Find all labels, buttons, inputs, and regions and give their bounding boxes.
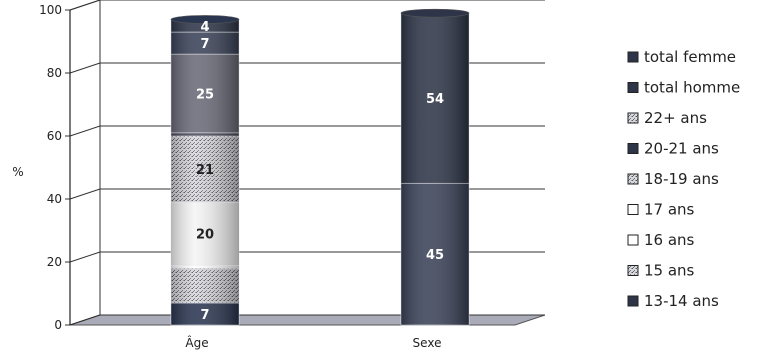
data-label: 4 [200, 20, 209, 35]
legend-swatch [627, 234, 639, 246]
xtick-label: Âge [185, 335, 208, 350]
data-label: 7 [200, 308, 209, 323]
legend-swatch [627, 204, 639, 215]
data-label: 54 [426, 92, 444, 107]
bar-shade [171, 54, 239, 133]
ytick-label: 0 [54, 318, 62, 332]
bar-shade [171, 32, 239, 55]
bar-shade [171, 268, 239, 303]
ytick-label: 100 [39, 3, 62, 17]
bar-shade [171, 136, 239, 203]
bar-shade [171, 202, 239, 266]
data-label: 20 [196, 228, 214, 243]
ytick-label: 20 [47, 255, 62, 269]
gridline-diag [69, 251, 101, 263]
floor [69, 314, 546, 326]
xtick-label: Sexe [413, 336, 442, 350]
gridline-diag [69, 0, 101, 11]
bar-top-cap [170, 15, 240, 24]
legend-label: 18-19 ans [644, 170, 719, 188]
bar-shade [171, 265, 239, 269]
legend-swatch [627, 112, 639, 124]
legend-swatch [627, 82, 639, 93]
legend-label: 15 ans [644, 262, 695, 280]
ytick-label: 60 [47, 129, 62, 143]
bar-shade [401, 183, 469, 325]
legend-swatch [627, 295, 639, 307]
ytick-label: 40 [47, 192, 62, 206]
legend-label: total homme [644, 79, 740, 97]
legend-label: 17 ans [644, 201, 695, 219]
bar-shade [171, 302, 239, 325]
gridline-diag [69, 314, 101, 326]
data-label: 21 [196, 163, 214, 178]
bar-top-cap [400, 8, 470, 18]
y-axis-label: % [12, 165, 23, 179]
data-label: 45 [426, 248, 444, 263]
gridline-diag [69, 62, 101, 74]
legend-label: 22+ ans [644, 109, 707, 127]
legend-swatch [627, 51, 639, 63]
legend-swatch [627, 143, 639, 154]
legend-swatch [627, 265, 639, 276]
data-label: 25 [196, 87, 214, 102]
data-label: 7 [200, 37, 209, 52]
bar-shade [171, 132, 239, 136]
side-wall [69, 0, 101, 326]
legend-label: 16 ans [644, 231, 695, 249]
ytick-label: 80 [47, 66, 62, 80]
legend-label: total femme [644, 48, 736, 66]
legend-swatch [627, 173, 639, 185]
gridline-diag [69, 125, 101, 137]
legend-label: 20-21 ans [644, 140, 719, 158]
gridline-diag [69, 188, 101, 200]
legend-label: 13-14 ans [644, 292, 719, 310]
bar-shade [401, 13, 469, 184]
